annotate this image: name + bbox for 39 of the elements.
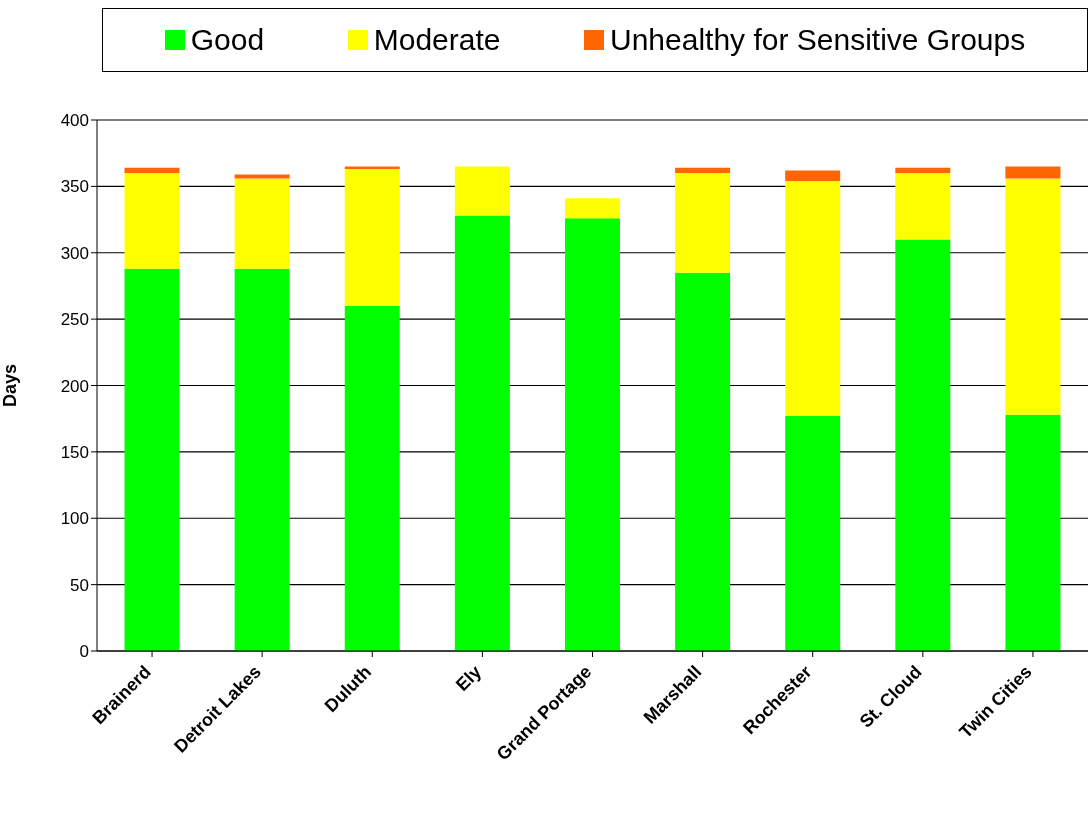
bar [785,170,841,182]
bar [785,416,841,651]
bar [234,268,290,651]
y-tick-label: 400 [60,111,89,131]
bar [124,167,180,174]
bar [454,166,510,216]
bar [564,198,620,219]
bar [1005,178,1061,415]
y-tick-label: 150 [60,442,89,462]
y-tick-label: 300 [60,243,89,263]
bar [895,173,951,240]
bar [675,173,731,273]
bar [564,218,620,651]
bar [234,178,290,269]
y-tick-label: 250 [60,310,89,330]
y-tick-label: 200 [60,376,89,396]
bar [124,173,180,269]
bar [344,166,400,170]
bar [344,169,400,306]
bar [675,167,731,174]
bar [895,167,951,174]
y-tick-label: 350 [60,177,89,197]
bar [234,174,290,179]
y-tick-label: 50 [70,575,89,595]
bar [1005,166,1061,179]
legend-label: Moderate [372,23,501,57]
y-tick-label: 0 [79,642,89,662]
bar [785,181,841,417]
legend-label: Unhealthy for Sensitive Groups [609,23,1026,57]
y-tick-label: 100 [60,509,89,529]
legend-label: Good [189,23,265,57]
y-axis-title: Days [0,363,21,408]
bar [454,215,510,651]
bar [675,272,731,651]
bar [895,239,951,651]
x-tick-label: Ely [451,661,486,695]
bar [344,305,400,651]
bar [124,268,180,651]
bar [1005,414,1061,651]
